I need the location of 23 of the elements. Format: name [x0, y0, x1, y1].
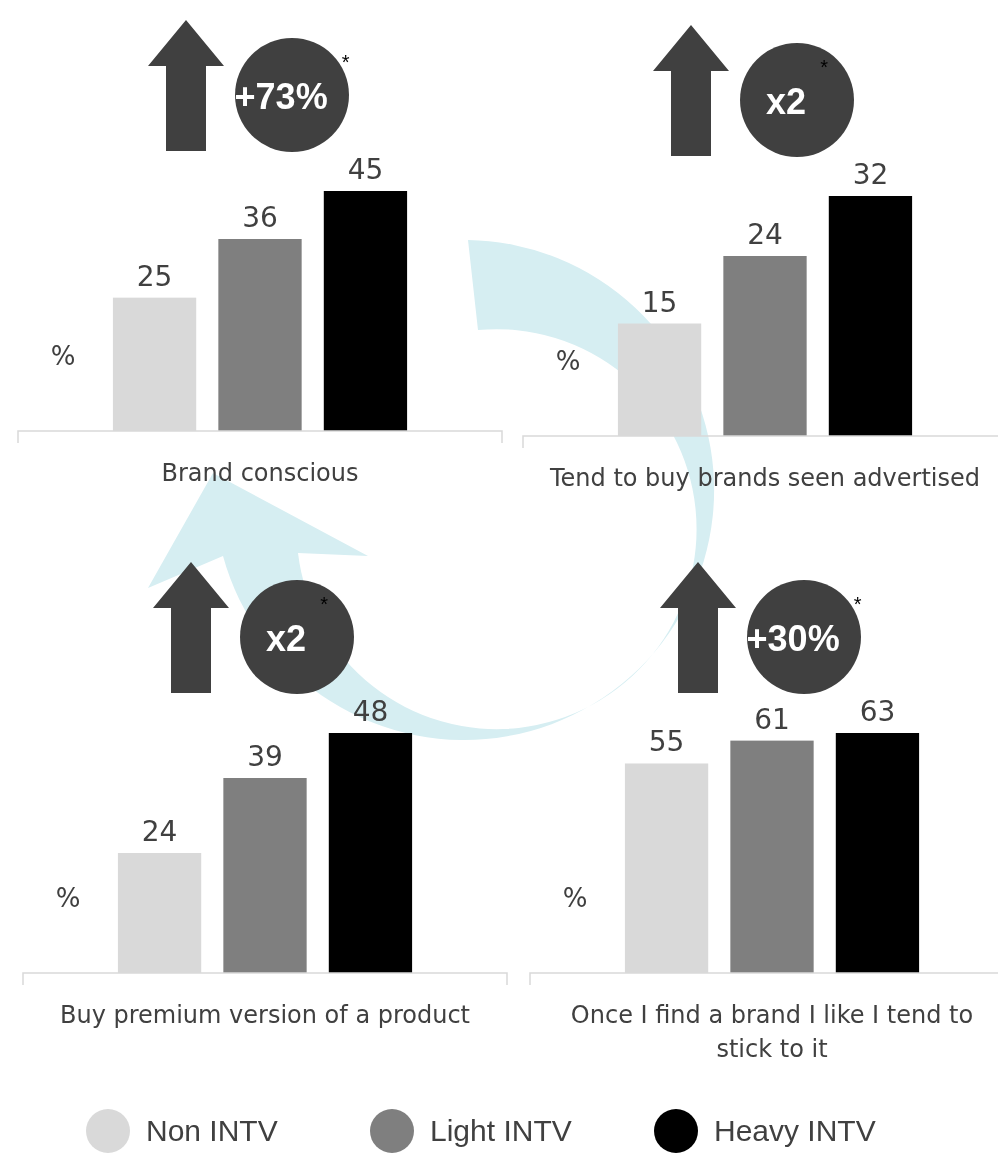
data-label: 15 — [641, 285, 678, 319]
y-axis-title: % — [55, 883, 81, 913]
y-axis-title: % — [555, 346, 581, 376]
x-axis-title: Once I find a brand I like I tend to stick to it — [570, 1001, 974, 1063]
y-axis-title: % — [50, 341, 76, 371]
x-axis-title: Brand conscious — [161, 459, 359, 487]
data-label: 63 — [859, 695, 896, 728]
data-label: 45 — [347, 153, 384, 186]
data-label: 48 — [352, 695, 389, 728]
x-axis-title: Buy premium version of a product — [59, 1001, 471, 1029]
data-label: 61 — [754, 702, 790, 736]
data-label: 55 — [648, 725, 685, 759]
legend-label: Heavy INTV — [714, 1114, 876, 1147]
data-label: 39 — [247, 740, 283, 773]
data-label: 36 — [242, 201, 278, 234]
data-label: 32 — [852, 158, 889, 191]
data-label: 24 — [141, 815, 178, 848]
data-label: 25 — [136, 259, 173, 293]
legend-label: Light INTV — [430, 1114, 572, 1147]
y-axis-title: % — [562, 883, 588, 913]
x-axis-title: Tend to buy brands seen advertised — [548, 464, 981, 492]
data-label: 24 — [747, 218, 783, 251]
legend-label: Non INTV — [146, 1114, 278, 1147]
